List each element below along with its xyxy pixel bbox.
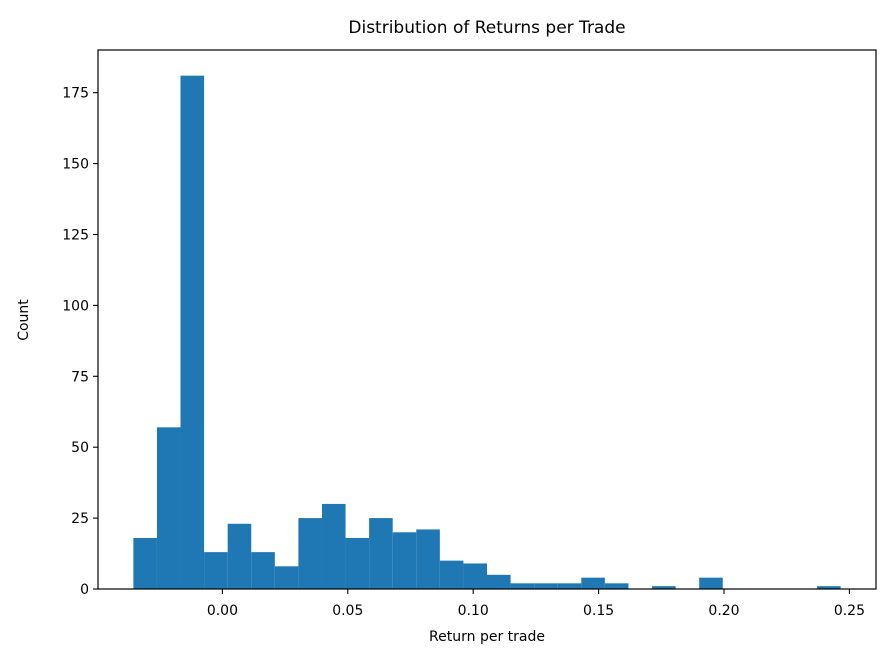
- y-tick-label: 25: [71, 511, 89, 527]
- histogram-bar: [392, 532, 417, 589]
- histogram-bar: [369, 518, 393, 589]
- histogram-bar: [699, 577, 723, 589]
- histogram-bar: [227, 523, 252, 589]
- x-tick-label: 0.25: [834, 603, 865, 619]
- y-tick-label: 75: [71, 369, 89, 385]
- axis-ticks: 0.00 0.05 0.10 0.15 0.20 0.25 0 25 50 75 100 125 150…: [62, 86, 865, 619]
- histogram-bar: [510, 583, 535, 589]
- x-tick-label: 0.20: [708, 603, 739, 619]
- histogram-bar: [463, 563, 487, 589]
- histogram-bar: [817, 586, 841, 589]
- histogram-bar: [604, 583, 629, 589]
- y-axis-label: Count: [16, 299, 32, 341]
- histogram-bar: [251, 552, 275, 589]
- x-tick-label: 0.00: [207, 603, 238, 619]
- histogram-bar: [534, 583, 558, 589]
- histogram-bar: [487, 574, 511, 589]
- histogram-bars: [133, 75, 841, 590]
- histogram-bar: [298, 518, 322, 589]
- histogram-bar: [321, 503, 346, 589]
- histogram-bar: [416, 529, 440, 589]
- histogram-bar: [581, 577, 605, 589]
- histogram-bar: [133, 537, 157, 589]
- histogram-bar: [180, 75, 205, 590]
- plot-border: [97, 49, 877, 590]
- histogram-bar: [557, 583, 582, 589]
- y-tick-label: 125: [62, 227, 89, 243]
- histogram-bar: [652, 586, 676, 589]
- histogram-bar: [274, 566, 299, 589]
- y-tick-label: 175: [62, 86, 89, 102]
- x-tick-label: 0.15: [583, 603, 614, 619]
- x-tick-label: 0.10: [458, 603, 489, 619]
- histogram-bar: [204, 552, 228, 589]
- x-axis-label: Return per trade: [429, 629, 545, 645]
- x-tick-label: 0.05: [332, 603, 363, 619]
- y-tick-label: 0: [80, 582, 89, 598]
- histogram-bar: [345, 537, 370, 589]
- y-tick-label: 150: [62, 157, 89, 173]
- y-tick-label: 100: [62, 298, 89, 314]
- histogram-bar: [156, 427, 181, 589]
- y-tick-label: 50: [71, 440, 89, 456]
- chart-title: Distribution of Returns per Trade: [348, 18, 625, 38]
- histogram-bar: [439, 560, 464, 589]
